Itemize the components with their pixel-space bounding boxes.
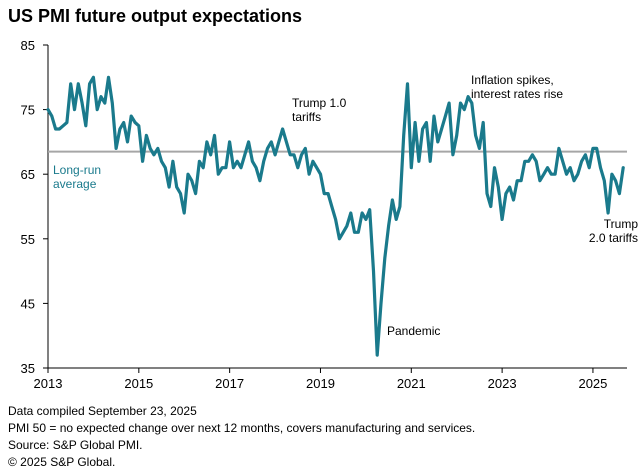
x-tick-label: 2023 [488,376,517,391]
annotation-text: 2.0 tariffs [589,231,638,245]
annotation-text: Trump 1.0 [292,96,347,110]
y-tick-label: 65 [21,167,35,182]
note-source: Source: S&P Global PMI. [8,438,143,452]
chart-title: US PMI future output expectations [8,6,303,26]
x-tick-label: 2015 [124,376,153,391]
annotation-text: Trump [604,217,639,231]
series-line [46,75,625,357]
y-tick-label: 75 [21,103,35,118]
line-chart: 35 45 55 65 75 85 2013 2015 2017 2019 2021 2023 202… [21,38,639,391]
x-tick-label: 2019 [306,376,335,391]
series-pmi [46,75,625,357]
y-tick-label: 85 [21,38,35,53]
y-tick-label: 55 [21,232,35,247]
long-run-average-label: Long-run [53,163,101,177]
annotation-text: tariffs [292,110,321,124]
x-tick-label: 2025 [578,376,607,391]
y-tick-label: 45 [21,296,35,311]
x-tick-label: 2013 [34,376,63,391]
note-definition: PMI 50 = no expected change over next 12… [8,421,476,435]
x-tick-label: 2017 [215,376,244,391]
note-copyright: © 2025 S&P Global. [8,455,116,469]
x-axis: 2013 2015 2017 2019 2021 2023 2025 [34,367,627,391]
annotation-text: Pandemic [387,324,440,338]
y-tick-label: 35 [21,361,35,376]
annotation-text: interest rates rise [471,87,563,101]
x-tick-label: 2021 [397,376,426,391]
long-run-average-label: average [53,177,97,191]
y-axis: 35 45 55 65 75 85 [21,38,49,376]
annotation-text: Inflation spikes, [471,73,554,87]
note-date: Data compiled September 23, 2025 [8,404,197,418]
